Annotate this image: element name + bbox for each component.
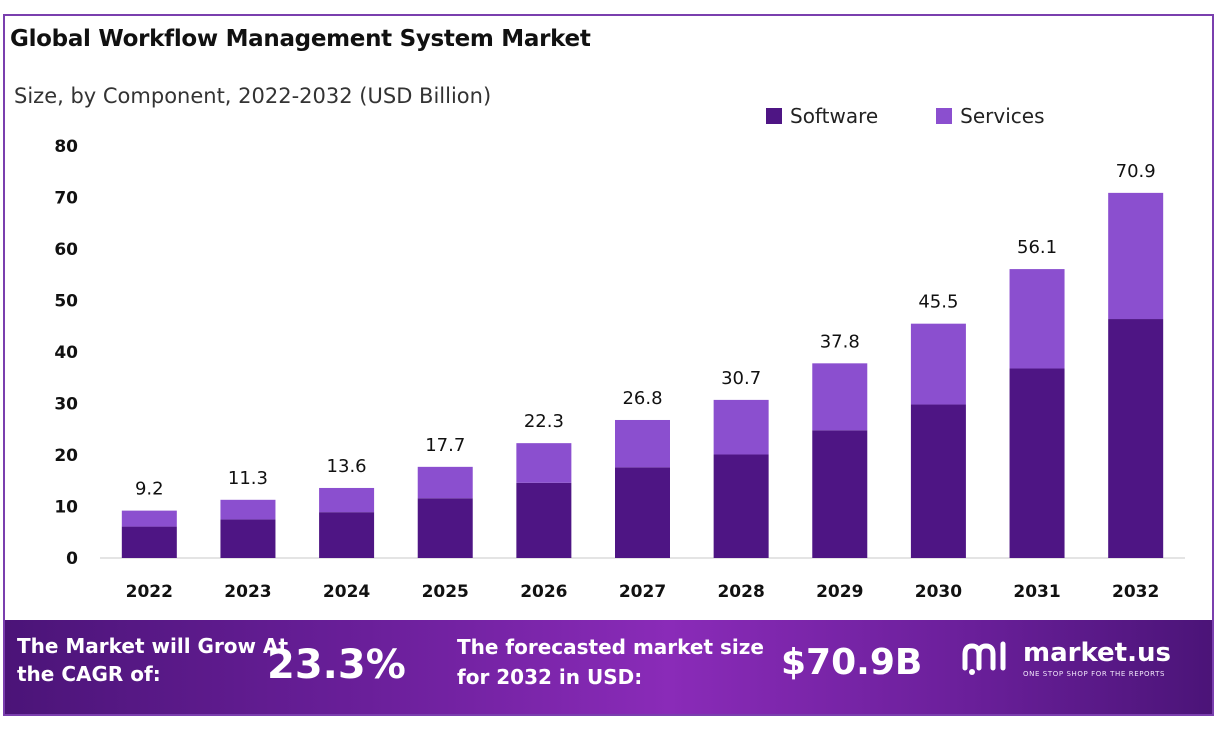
bar-software-2026 bbox=[516, 482, 572, 558]
bar-software-2022 bbox=[121, 526, 177, 558]
summary-banner: The Market will Grow At the CAGR of: 23.… bbox=[5, 620, 1212, 714]
bar-total-label-2024: 13.6 bbox=[327, 456, 367, 477]
bar-services-2031 bbox=[1009, 269, 1065, 369]
x-tick-label-2030: 2030 bbox=[915, 582, 962, 602]
bar-services-2027 bbox=[615, 419, 670, 468]
bar-software-2032 bbox=[1108, 319, 1164, 558]
legend-label-services: Services bbox=[960, 104, 1045, 128]
x-tick-label-2022: 2022 bbox=[126, 582, 173, 602]
bar-software-2031 bbox=[1009, 368, 1065, 558]
x-tick-label-2028: 2028 bbox=[717, 582, 764, 602]
bar-services-2025 bbox=[417, 466, 473, 499]
y-tick-label: 30 bbox=[54, 395, 78, 415]
bar-total-label-2032: 70.9 bbox=[1116, 161, 1156, 182]
bar-services-2026 bbox=[516, 443, 572, 483]
bar-services-2024 bbox=[319, 487, 375, 513]
bar-services-2029 bbox=[812, 363, 868, 431]
market-us-logo-icon bbox=[962, 641, 1006, 675]
brand-tagline: ONE STOP SHOP FOR THE REPORTS bbox=[1023, 670, 1166, 678]
bar-total-label-2031: 56.1 bbox=[1017, 237, 1057, 258]
x-tick-label-2031: 2031 bbox=[1013, 582, 1060, 602]
legend-swatch-software bbox=[766, 108, 782, 124]
chart-title: Global Workflow Management System Market bbox=[10, 26, 591, 52]
x-tick-label-2029: 2029 bbox=[816, 582, 863, 602]
bar-total-label-2023: 11.3 bbox=[228, 468, 268, 489]
forecast-label: The forecasted market size for 2032 in U… bbox=[457, 635, 764, 689]
bar-services-2032 bbox=[1108, 192, 1164, 320]
brand-logo: market.us ONE STOP SHOP FOR THE REPORTS bbox=[961, 638, 1171, 678]
legend-item-services: Services bbox=[936, 104, 1045, 128]
cagr-value: 23.3% bbox=[267, 642, 406, 688]
legend: Software Services bbox=[766, 104, 1045, 128]
x-tick-label-2023: 2023 bbox=[224, 582, 271, 602]
bar-total-label-2026: 22.3 bbox=[524, 411, 564, 432]
chart-subtitle: Size, by Component, 2022-2032 (USD Billi… bbox=[14, 84, 492, 108]
legend-item-software: Software bbox=[766, 104, 878, 128]
legend-swatch-services bbox=[936, 108, 953, 124]
y-tick-label: 70 bbox=[54, 189, 78, 209]
bar-software-2027 bbox=[615, 467, 670, 558]
bar-total-label-2029: 37.8 bbox=[820, 331, 860, 352]
bar-total-label-2030: 45.5 bbox=[918, 292, 958, 313]
y-tick-label: 60 bbox=[54, 240, 78, 260]
y-tick-label: 10 bbox=[54, 498, 78, 518]
forecast-value: $70.9B bbox=[781, 642, 923, 683]
bar-software-2029 bbox=[812, 430, 868, 558]
bar-software-2028 bbox=[713, 454, 769, 558]
bar-software-2030 bbox=[910, 404, 966, 558]
y-tick-label: 0 bbox=[66, 549, 78, 569]
x-tick-label-2026: 2026 bbox=[520, 582, 567, 602]
bar-software-2025 bbox=[417, 498, 473, 558]
chart-frame bbox=[3, 14, 1214, 716]
bar-software-2024 bbox=[319, 512, 375, 558]
bar-services-2030 bbox=[910, 323, 966, 405]
bar-total-label-2028: 30.7 bbox=[721, 368, 761, 389]
y-tick-label: 50 bbox=[54, 292, 78, 312]
bar-chart: 010203040506070809.2202211.3202313.62024… bbox=[54, 137, 1185, 602]
x-tick-label-2025: 2025 bbox=[422, 582, 469, 602]
bar-services-2023 bbox=[220, 499, 276, 520]
brand-name: market.us bbox=[1023, 638, 1171, 668]
x-tick-label-2027: 2027 bbox=[619, 582, 666, 602]
bar-software-2023 bbox=[220, 519, 276, 558]
x-tick-label-2032: 2032 bbox=[1112, 582, 1159, 602]
bar-services-2022 bbox=[121, 510, 177, 527]
y-tick-label: 80 bbox=[54, 137, 78, 157]
y-tick-label: 20 bbox=[54, 446, 78, 466]
bar-services-2028 bbox=[713, 399, 769, 455]
bar-total-label-2022: 9.2 bbox=[135, 479, 164, 500]
x-tick-label-2024: 2024 bbox=[323, 582, 370, 602]
bar-total-label-2025: 17.7 bbox=[425, 435, 465, 456]
bar-total-label-2027: 26.8 bbox=[622, 388, 662, 409]
cagr-label: The Market will Grow At the CAGR of: bbox=[17, 634, 289, 686]
y-tick-label: 40 bbox=[54, 343, 78, 363]
legend-label-software: Software bbox=[790, 104, 879, 128]
